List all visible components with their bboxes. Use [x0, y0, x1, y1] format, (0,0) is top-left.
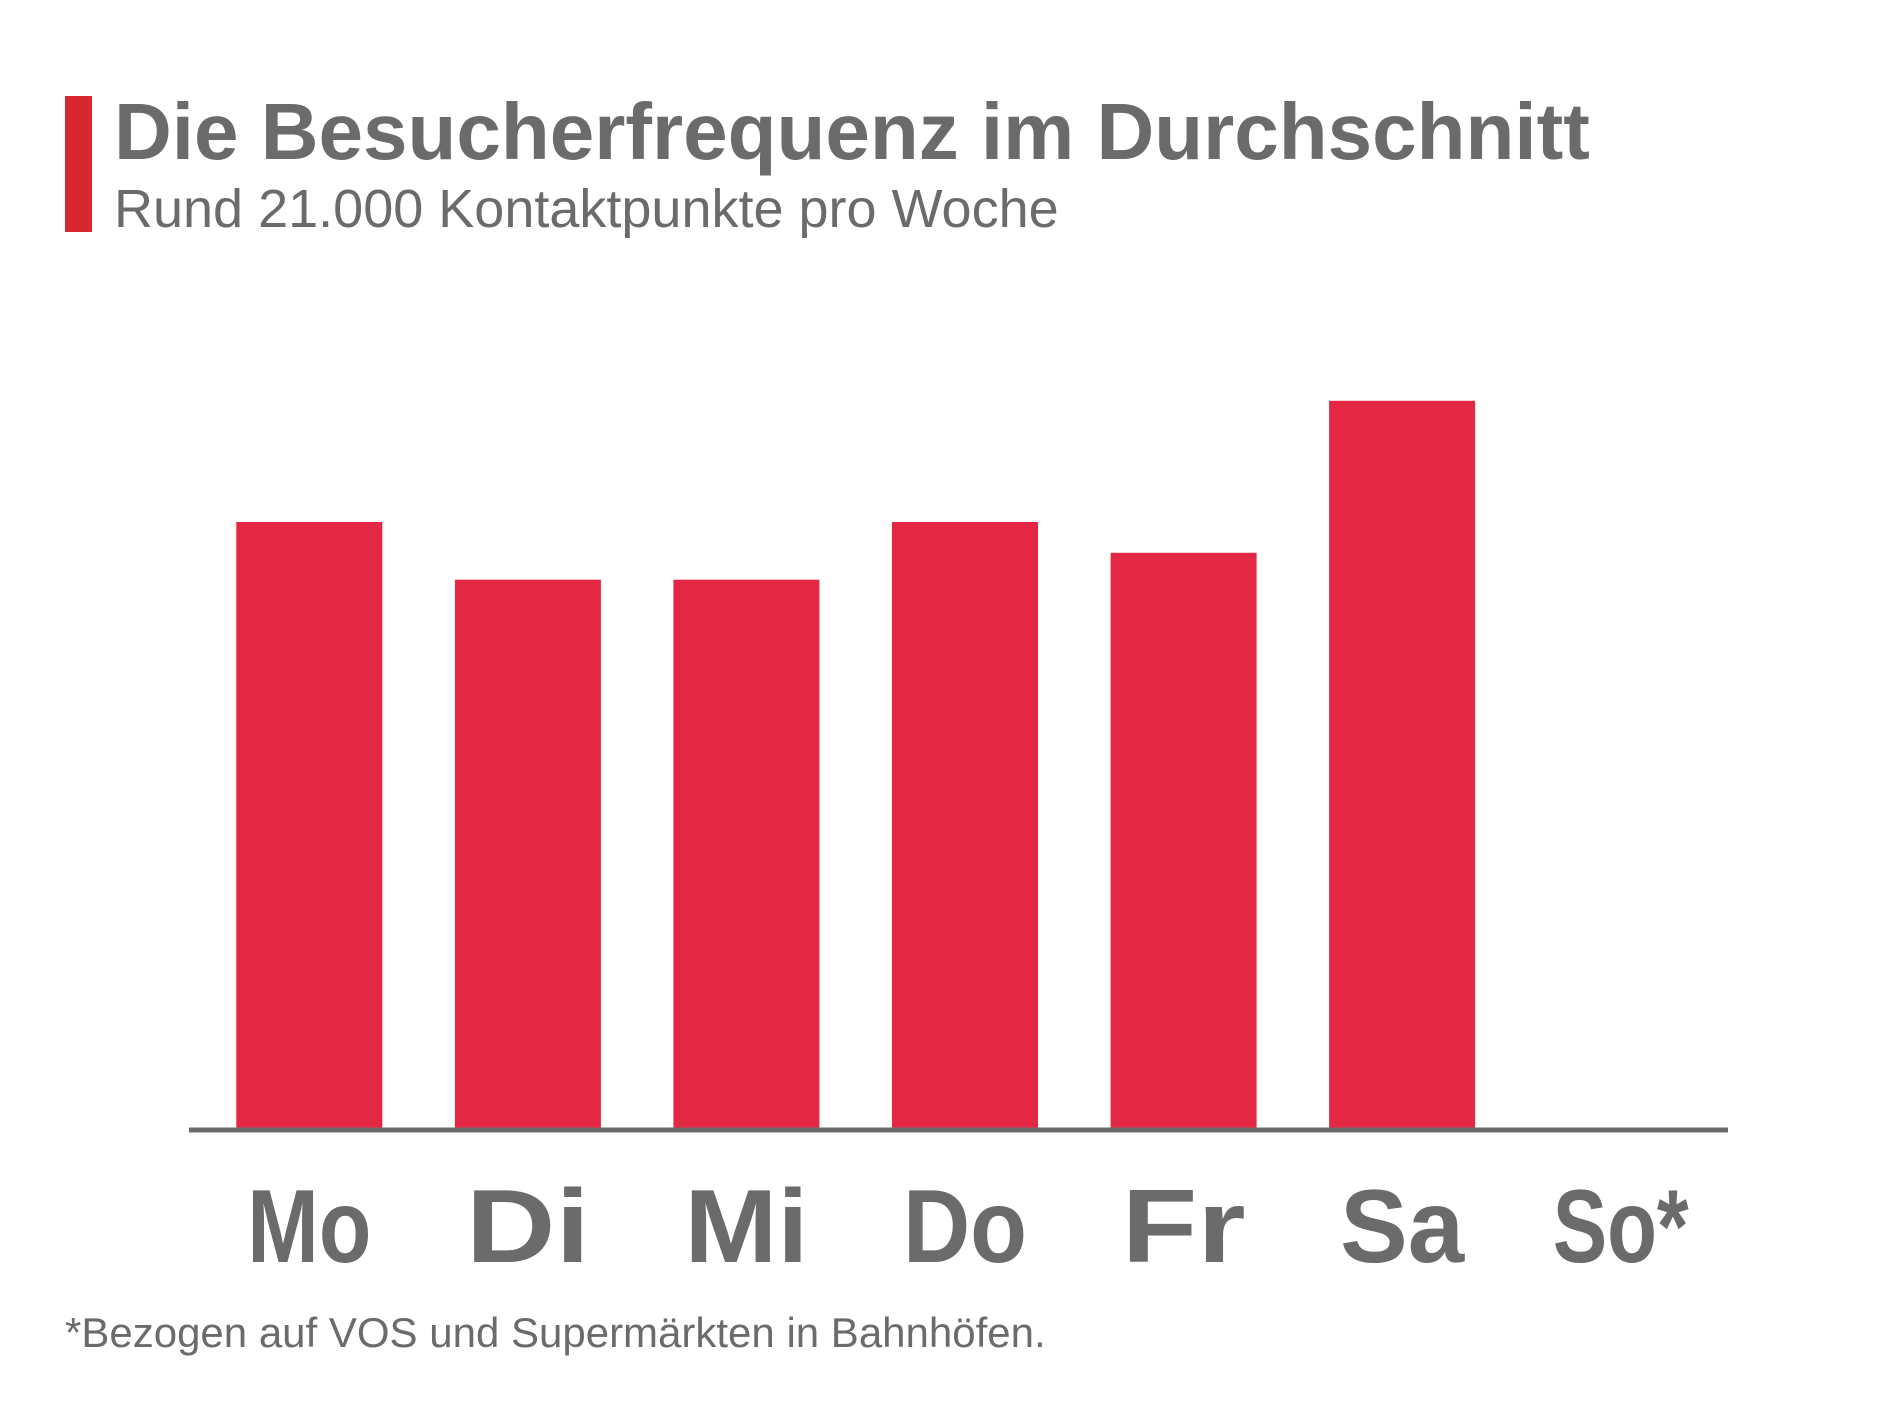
x-tick-label: Di [466, 1169, 590, 1285]
bars-group [236, 400, 1476, 1128]
footnote: *Bezogen auf VOS und Supermärkten in Bah… [65, 1309, 1046, 1356]
bar-mo [236, 522, 383, 1128]
bar-di [454, 579, 601, 1128]
x-tick-label: Sa [1340, 1169, 1465, 1285]
chart-title: Die Besucherfrequenz im Durchschnitt [114, 87, 1590, 176]
bar-do [892, 522, 1038, 1128]
chart-subtitle: Rund 21.000 Kontaktpunkte pro Woche [114, 179, 1059, 239]
x-tick-label: Mo [247, 1169, 371, 1285]
title-accent-bar [65, 96, 92, 232]
bar-sa [1329, 400, 1476, 1128]
bar-fr [1110, 552, 1257, 1128]
x-tick-label: Do [903, 1169, 1027, 1285]
x-tick-label: So* [1553, 1169, 1689, 1285]
x-tick-label: Mi [684, 1169, 808, 1285]
x-tick-label: Fr [1122, 1169, 1246, 1285]
bar-mi [673, 579, 820, 1128]
category-labels-group: Mo Di Mi Do Fr Sa So* [247, 1169, 1689, 1285]
